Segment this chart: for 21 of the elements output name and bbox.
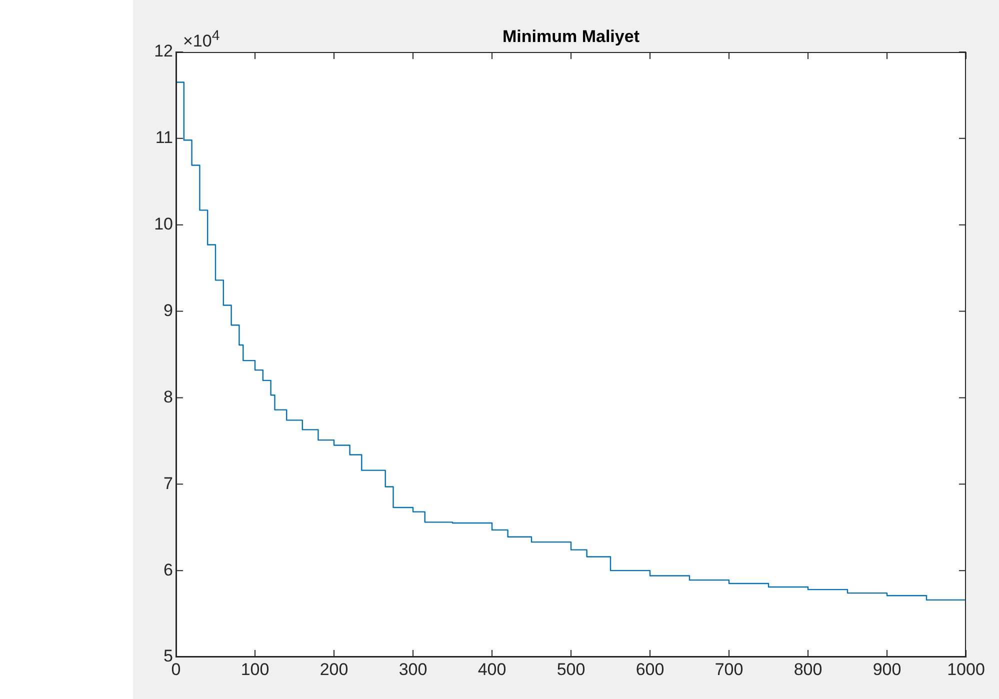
- x-tick-label: 800: [794, 660, 822, 679]
- y-tick-label: 10: [154, 214, 173, 234]
- x-tick-label: 0: [171, 660, 181, 679]
- x-tick-label: 700: [714, 660, 744, 679]
- text: ×10$^{4}$: [183, 28, 220, 52]
- x-tick-label: 100: [240, 660, 270, 679]
- y-tick-label: 8: [164, 387, 173, 406]
- x-tick-label: 500: [556, 660, 586, 679]
- y-tick-label: 7: [164, 474, 173, 493]
- x-tick-label: 400: [478, 660, 506, 679]
- x-tick-label: 600: [636, 660, 664, 679]
- y-tick-label: 11: [155, 128, 173, 148]
- y-tick-label: 6: [164, 560, 173, 580]
- x-tick-label: 200: [320, 660, 348, 679]
- y-tick-label: 12: [154, 42, 173, 61]
- x-tick-label: 300: [398, 660, 428, 679]
- chart-title: Minimum Maliyet: [502, 27, 640, 46]
- y-tick-label: 9: [164, 300, 173, 320]
- x-tick-label: 900: [872, 660, 902, 679]
- y-tick-label: 5: [164, 646, 173, 666]
- x-tick-label: 1000: [947, 660, 985, 679]
